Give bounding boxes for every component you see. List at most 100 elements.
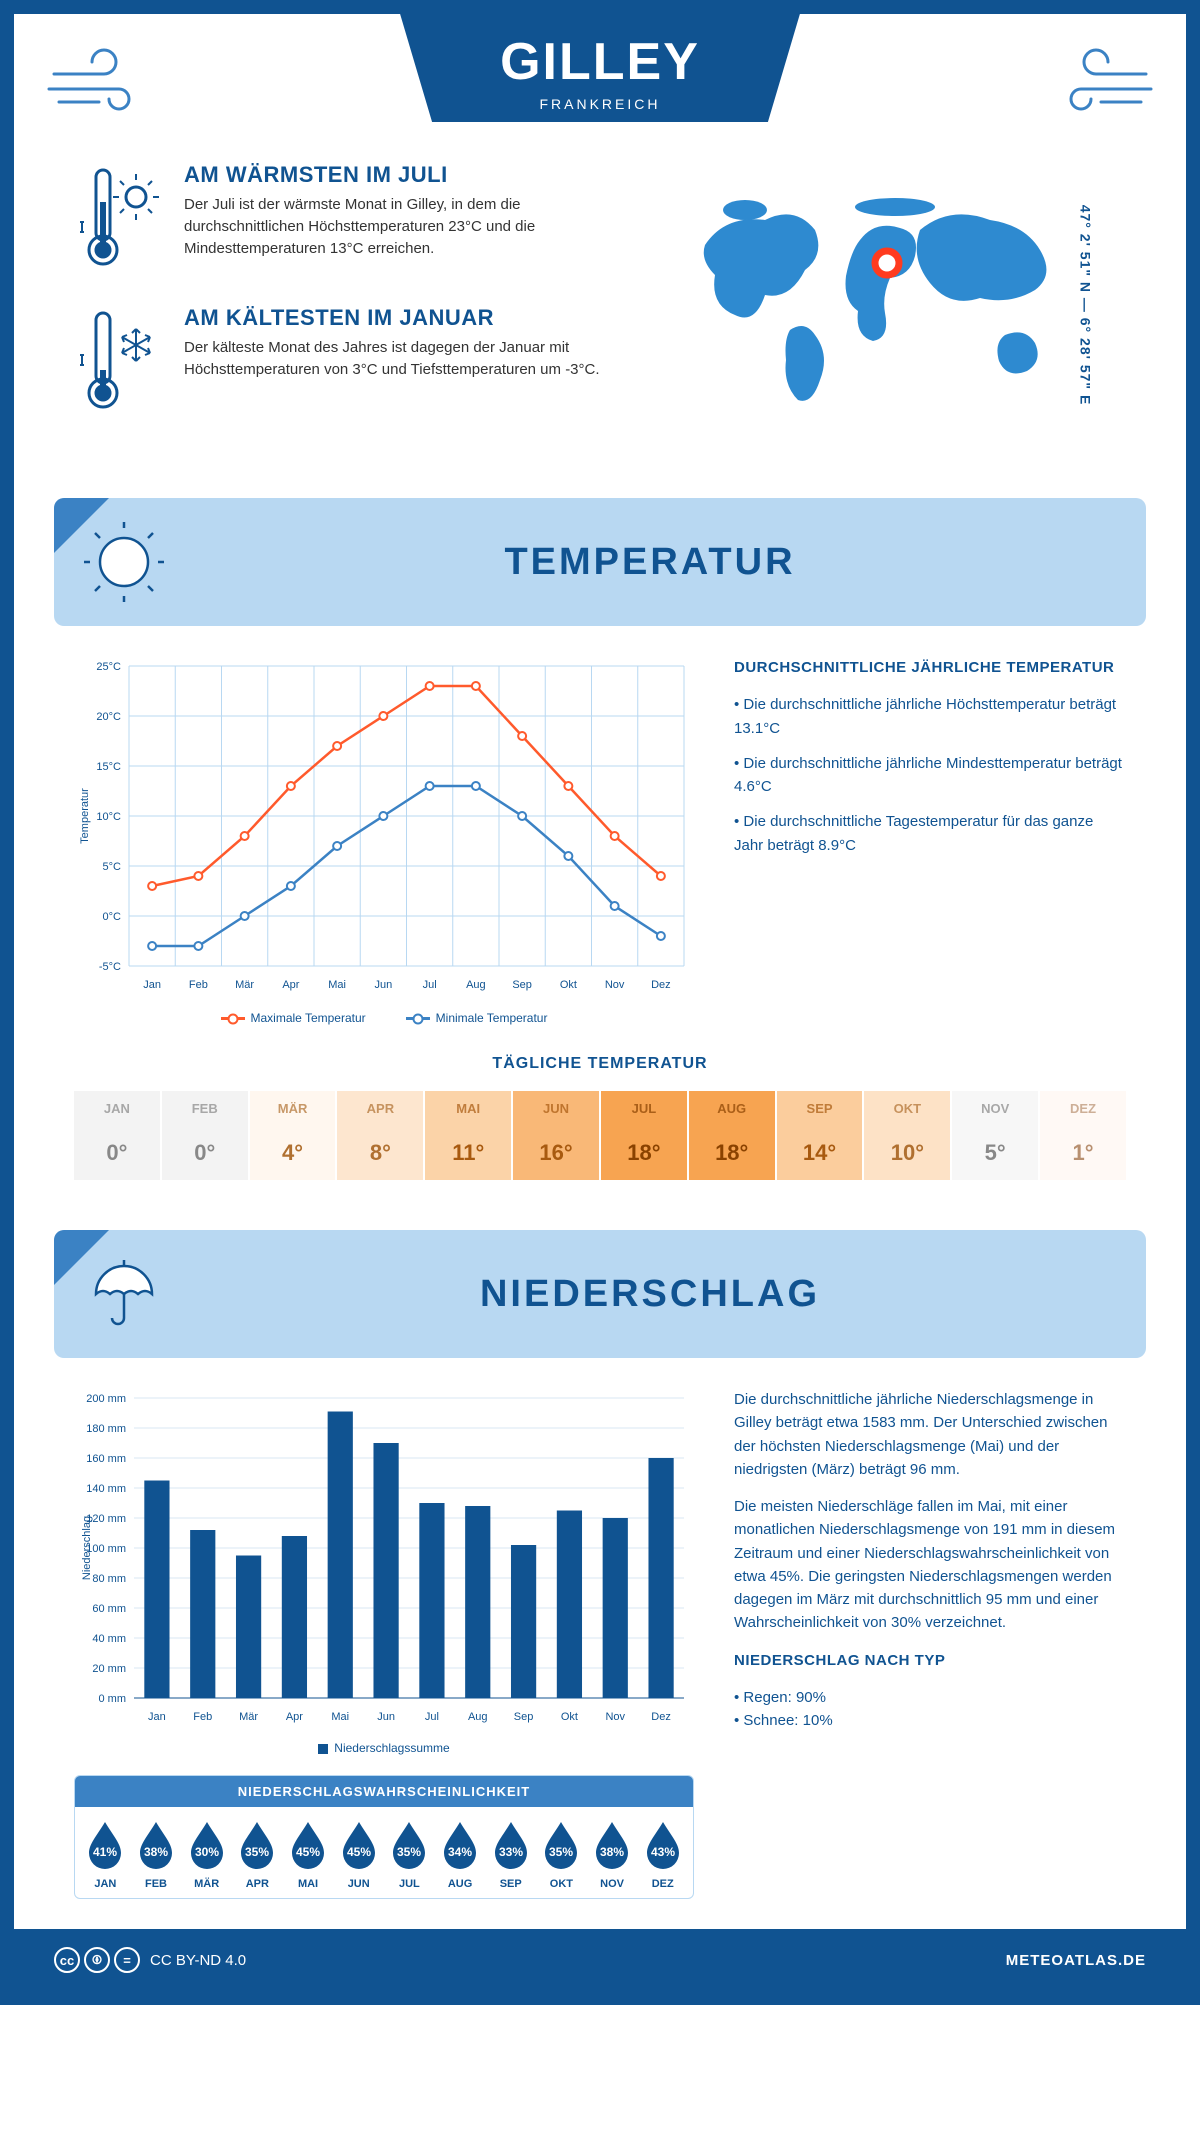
svg-text:Temperatur: Temperatur — [79, 788, 91, 844]
prob-item: 30%MÄR — [182, 1819, 231, 1890]
svg-text:Jan: Jan — [148, 1711, 166, 1723]
temp-cell: DEZ1° — [1040, 1091, 1126, 1180]
temp-cell: FEB0° — [162, 1091, 250, 1180]
precip-legend: Niederschlagssumme — [334, 1741, 449, 1755]
svg-text:Dez: Dez — [651, 1711, 671, 1723]
temp-cell: SEP14° — [777, 1091, 865, 1180]
intro-section: AM WÄRMSTEN IM JULI Der Juli ist der wär… — [14, 142, 1186, 478]
svg-text:Jun: Jun — [375, 979, 393, 991]
svg-text:Feb: Feb — [189, 979, 208, 991]
site-name: METEOATLAS.DE — [1006, 1952, 1146, 1969]
svg-text:Dez: Dez — [651, 979, 671, 991]
country: FRANKREICH — [500, 96, 700, 112]
temp-bullet: • Die durchschnittliche Tagestemperatur … — [734, 810, 1126, 857]
svg-text:25°C: 25°C — [96, 661, 121, 673]
svg-text:60 mm: 60 mm — [92, 1603, 126, 1615]
temp-bullet: • Die durchschnittliche jährliche Mindes… — [734, 752, 1126, 799]
city-title: GILLEY — [500, 32, 700, 92]
precip-type-bullet: • Schnee: 10% — [734, 1709, 1126, 1732]
svg-text:0°C: 0°C — [103, 911, 122, 923]
daily-temp-title: TÄGLICHE TEMPERATUR — [74, 1055, 1126, 1073]
svg-text:140 mm: 140 mm — [86, 1483, 126, 1495]
temp-cell: MAI11° — [425, 1091, 513, 1180]
cc-icon: cc🅯= — [54, 1947, 140, 1973]
temperature-summary: DURCHSCHNITTLICHE JÄHRLICHE TEMPERATUR •… — [734, 656, 1126, 1025]
prob-item: 35%OKT — [537, 1819, 586, 1890]
prob-item: 41%JAN — [81, 1819, 130, 1890]
umbrella-icon — [84, 1254, 164, 1334]
prob-item: 33%SEP — [486, 1819, 535, 1890]
svg-text:38%: 38% — [600, 1845, 624, 1859]
temp-cell: MÄR4° — [250, 1091, 338, 1180]
title-banner: GILLEY FRANKREICH — [400, 14, 800, 122]
svg-text:Nov: Nov — [605, 979, 625, 991]
prob-item: 45%JUN — [334, 1819, 383, 1890]
temp-cell: AUG18° — [689, 1091, 777, 1180]
precip-type-bullet: • Regen: 90% — [734, 1686, 1126, 1709]
svg-text:160 mm: 160 mm — [86, 1453, 126, 1465]
svg-text:35%: 35% — [397, 1845, 421, 1859]
svg-text:Mai: Mai — [328, 979, 346, 991]
svg-text:0 mm: 0 mm — [99, 1693, 127, 1705]
wind-icon — [44, 44, 154, 129]
precip-type-title: NIEDERSCHLAG NACH TYP — [734, 1649, 1126, 1672]
legend-max: Maximale Temperatur — [251, 1011, 366, 1025]
svg-text:Jun: Jun — [377, 1711, 395, 1723]
daily-temp-table: TÄGLICHE TEMPERATUR JAN0°FEB0°MÄR4°APR8°… — [14, 1055, 1186, 1210]
prob-item: 34%AUG — [436, 1819, 485, 1890]
svg-text:10°C: 10°C — [96, 811, 121, 823]
coordinates: 47° 2' 51" N — 6° 28' 57" E — [1078, 205, 1094, 406]
cold-text: Der kälteste Monat des Jahres ist dagege… — [184, 337, 604, 381]
svg-text:34%: 34% — [448, 1845, 472, 1859]
precipitation-probability-box: NIEDERSCHLAGSWAHRSCHEINLICHKEIT 41%JAN38… — [74, 1775, 694, 1899]
svg-text:40 mm: 40 mm — [92, 1633, 126, 1645]
temperature-title: TEMPERATUR — [194, 541, 1106, 584]
warm-title: AM WÄRMSTEN IM JULI — [184, 162, 604, 188]
svg-text:Aug: Aug — [466, 979, 486, 991]
svg-text:Aug: Aug — [468, 1711, 488, 1723]
svg-text:35%: 35% — [549, 1845, 573, 1859]
license-text: CC BY-ND 4.0 — [150, 1952, 246, 1969]
prob-item: 38%FEB — [132, 1819, 181, 1890]
legend-min: Minimale Temperatur — [436, 1011, 548, 1025]
precipitation-title: NIEDERSCHLAG — [194, 1273, 1106, 1316]
svg-text:Okt: Okt — [561, 1711, 578, 1723]
svg-text:Sep: Sep — [512, 979, 532, 991]
svg-text:180 mm: 180 mm — [86, 1423, 126, 1435]
svg-text:45%: 45% — [296, 1845, 320, 1859]
svg-text:Nov: Nov — [605, 1711, 625, 1723]
svg-text:20°C: 20°C — [96, 711, 121, 723]
warm-fact: AM WÄRMSTEN IM JULI Der Juli ist der wär… — [74, 162, 604, 277]
svg-text:Niederschlag: Niederschlag — [81, 1516, 93, 1580]
svg-text:20 mm: 20 mm — [92, 1663, 126, 1675]
prob-item: 35%APR — [233, 1819, 282, 1890]
cold-title: AM KÄLTESTEN IM JANUAR — [184, 305, 604, 331]
header: GILLEY FRANKREICH — [14, 14, 1186, 142]
thermometer-cold-icon — [74, 305, 164, 420]
svg-text:15°C: 15°C — [96, 761, 121, 773]
svg-text:-5°C: -5°C — [99, 961, 121, 973]
svg-text:43%: 43% — [651, 1845, 675, 1859]
sun-icon — [84, 522, 164, 602]
precipitation-section-header: NIEDERSCHLAG — [54, 1230, 1146, 1358]
world-map: 47° 2' 51" N — 6° 28' 57" E — [644, 162, 1126, 448]
svg-text:41%: 41% — [93, 1845, 117, 1859]
prob-item: 43%DEZ — [638, 1819, 687, 1890]
svg-text:Apr: Apr — [282, 979, 299, 991]
svg-text:Jan: Jan — [143, 979, 161, 991]
svg-text:45%: 45% — [347, 1845, 371, 1859]
svg-text:200 mm: 200 mm — [86, 1393, 126, 1405]
temp-bullet: • Die durchschnittliche jährliche Höchst… — [734, 693, 1126, 740]
temperature-line-chart: -5°C0°C5°C10°C15°C20°C25°CTemperaturJanF… — [74, 656, 694, 1025]
temp-cell: JUN16° — [513, 1091, 601, 1180]
svg-text:Jul: Jul — [425, 1711, 439, 1723]
footer: cc🅯= CC BY-ND 4.0 METEOATLAS.DE — [14, 1929, 1186, 1991]
svg-text:Sep: Sep — [514, 1711, 534, 1723]
temp-cell: OKT10° — [864, 1091, 952, 1180]
prob-item: 35%JUL — [385, 1819, 434, 1890]
thermometer-hot-icon — [74, 162, 164, 277]
precip-p1: Die durchschnittliche jährliche Niedersc… — [734, 1388, 1126, 1481]
svg-text:Mär: Mär — [235, 979, 254, 991]
wind-icon — [1046, 44, 1156, 129]
temp-cell: APR8° — [337, 1091, 425, 1180]
